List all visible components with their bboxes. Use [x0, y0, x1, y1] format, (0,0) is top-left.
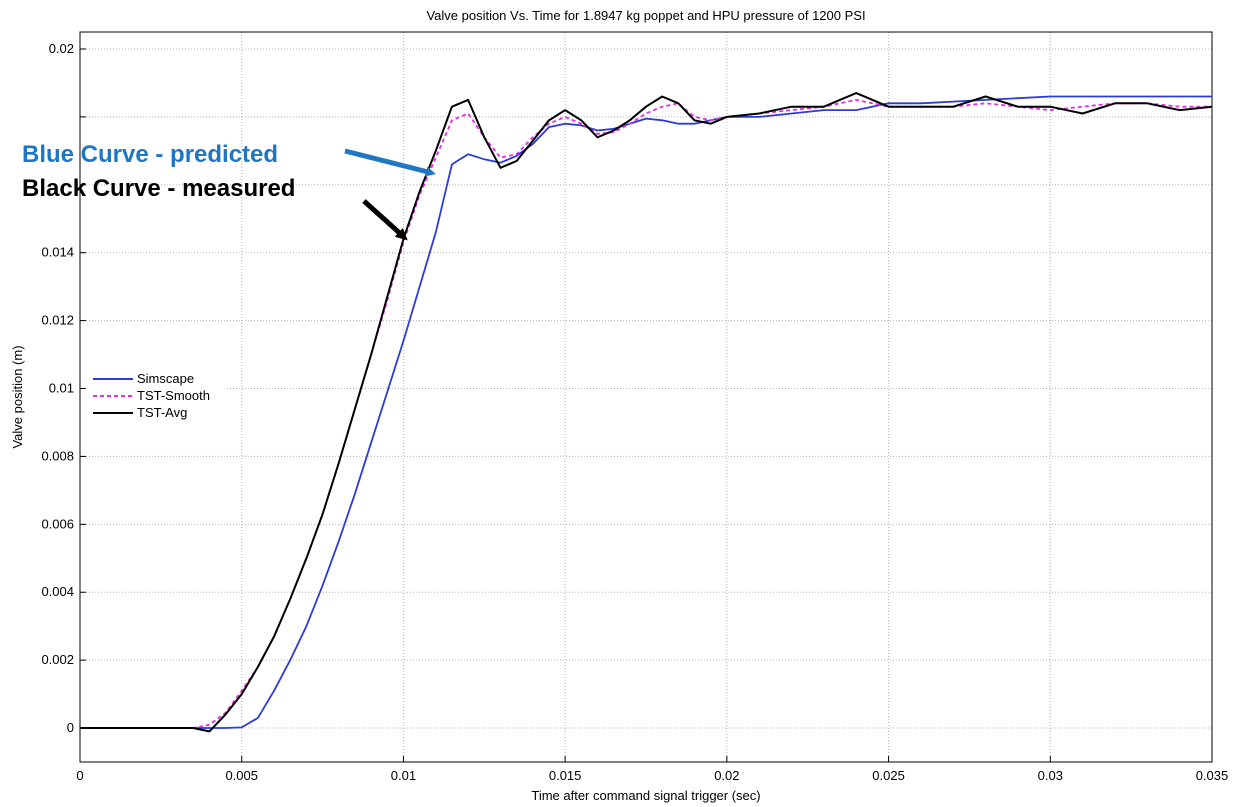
chart-title: Valve position Vs. Time for 1.8947 kg po…	[426, 8, 865, 23]
legend-label-tst-smooth: TST-Smooth	[137, 388, 210, 403]
annotations: Blue Curve - predicted Black Curve - mea…	[22, 141, 436, 241]
y-tick-label: 0.012	[41, 313, 74, 328]
x-tick-label: 0.005	[225, 768, 258, 783]
legend: Simscape TST-Smooth TST-Avg	[86, 362, 226, 424]
annotation-black-text: Black Curve - measured	[22, 175, 295, 202]
x-tick-label: 0.015	[549, 768, 582, 783]
y-tick-label: 0	[67, 720, 74, 735]
plot-area	[79, 31, 1213, 763]
annotation-blue-arrow	[344, 148, 436, 177]
series-group	[80, 92, 1213, 733]
x-tick-label: 0.01	[391, 768, 416, 783]
x-tick-label: 0.02	[714, 768, 739, 783]
x-axis-label: Time after command signal trigger (sec)	[531, 788, 760, 803]
y-tick-label: 0.02	[49, 41, 74, 56]
legend-label-simscape: Simscape	[137, 371, 194, 386]
annotation-black-arrow	[362, 199, 408, 241]
y-tick-label: 0.004	[41, 584, 74, 599]
series-line-tst-avg	[80, 92, 1213, 733]
legend-label-tst-avg: TST-Avg	[137, 405, 187, 420]
y-tick-label: 0.014	[41, 245, 74, 260]
annotation-blue-text: Blue Curve - predicted	[22, 141, 278, 168]
y-tick-label: 0.008	[41, 448, 74, 463]
x-tick-label: 0.03	[1038, 768, 1063, 783]
y-tick-label: 0.01	[49, 381, 74, 396]
y-tick-label: 0.002	[41, 652, 74, 667]
x-tick-label: 0.035	[1196, 768, 1229, 783]
x-tick-label: 0	[76, 768, 83, 783]
x-tick-label: 0.025	[872, 768, 905, 783]
y-axis-label: Valve position (m)	[10, 345, 25, 448]
ticks: 0 0.005 0.01 0.015 0.02 0.025 0.03 0.035 0 0.002 0…	[41, 41, 1228, 783]
y-tick-label: 0.006	[41, 516, 74, 531]
